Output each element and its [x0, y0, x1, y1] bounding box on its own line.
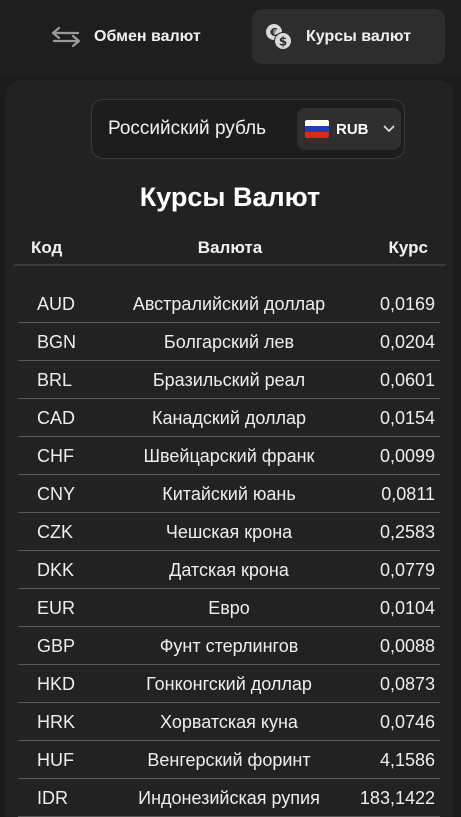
table-row: HUF Венгерский форинт 4,1586 [18, 741, 440, 779]
chevron-down-icon [383, 125, 395, 133]
row-rate: 0,0154 [379, 408, 435, 428]
currency-code: RUB [336, 120, 369, 138]
table-row: HKD Гонконгский доллар 0,0873 [18, 665, 440, 703]
row-currency-name: Датская крона [169, 560, 289, 580]
row-rate: 0,0104 [379, 598, 435, 618]
row-currency-name: Бразильский реал [152, 370, 306, 390]
header-currency: Валюта [197, 238, 263, 257]
row-currency-name: Чешская крона [165, 522, 293, 542]
row-code: HKD [37, 674, 76, 694]
header-code: Код [31, 238, 63, 257]
tab-exchange-rates[interactable]: € $ Курсы валют [252, 9, 445, 64]
top-navigation: Обмен валют € $ Курсы валют [0, 0, 461, 74]
row-rate: 0,2583 [379, 522, 435, 542]
row-rate: 183,1422 [359, 788, 435, 808]
row-code: CZK [37, 522, 73, 542]
tab-rates-label: Курсы валют [306, 27, 412, 45]
row-rate: 4,1586 [379, 750, 435, 770]
table-row: HRK Хорватская куна 0,0746 [18, 703, 440, 741]
row-code: CHF [37, 446, 74, 466]
svg-text:$: $ [279, 34, 287, 48]
row-rate: 0,0169 [379, 294, 435, 314]
table-row: EUR Евро 0,0104 [18, 589, 440, 627]
row-currency-name: Китайский юань [162, 484, 296, 504]
table-row: CZK Чешская крона 0,2583 [18, 513, 440, 551]
row-currency-name: Евро [208, 598, 250, 618]
row-rate: 0,0088 [379, 636, 435, 656]
row-rate: 0,0746 [379, 712, 435, 732]
tab-currency-exchange[interactable]: Обмен валют [50, 20, 201, 54]
row-rate: 0,0099 [379, 446, 435, 466]
row-currency-name: Индонезийская рупия [138, 788, 320, 808]
base-currency-selector: Российский рубль RUB [91, 99, 405, 159]
currency-dropdown[interactable]: RUB [297, 108, 401, 150]
row-code: AUD [37, 294, 76, 314]
row-currency-name: Болгарский лев [163, 332, 295, 352]
table-header: Код Валюта Курс [14, 230, 446, 266]
row-code: HRK [37, 712, 76, 732]
page-title: Курсы Валют [139, 182, 321, 212]
table-row: CAD Канадский доллар 0,0154 [18, 399, 440, 437]
row-code: DKK [37, 560, 75, 580]
rates-table-body: AUD Австралийский доллар 0,0169 BGN Болгарск… [18, 285, 440, 817]
table-row: GBP Фунт стерлингов 0,0088 [18, 627, 440, 665]
table-row: BGN Болгарский лев 0,0204 [18, 323, 440, 361]
row-currency-name: Канадский доллар [151, 408, 307, 428]
row-rate: 0,0811 [381, 484, 435, 504]
row-currency-name: Венгерский форинт [147, 750, 311, 770]
row-currency-name: Швейцарский франк [143, 446, 315, 466]
row-rate: 0,0204 [379, 332, 435, 352]
tab-exchange-label: Обмен валют [94, 28, 201, 45]
rates-panel: Российский рубль RUB Курсы Валют Код Вал… [6, 80, 454, 817]
row-code: GBP [37, 636, 76, 656]
row-currency-name: Фунт стерлингов [159, 636, 299, 656]
row-currency-name: Гонконгский доллар [146, 674, 312, 694]
row-rate: 0,0779 [379, 560, 435, 580]
row-code: EUR [37, 598, 76, 618]
table-row: BRL Бразильский реал 0,0601 [18, 361, 440, 399]
row-currency-name: Австралийский доллар [132, 294, 326, 314]
russia-flag-icon [305, 120, 329, 138]
row-code: IDR [37, 788, 68, 808]
row-rate: 0,0601 [379, 370, 435, 390]
header-rate: Курс [388, 238, 428, 257]
table-row: CHF Швейцарский франк 0,0099 [18, 437, 440, 475]
table-row: CNY Китайский юань 0,0811 [18, 475, 440, 513]
base-currency-name: Российский рубль [108, 118, 267, 139]
row-code: BRL [37, 370, 73, 390]
row-code: BGN [37, 332, 77, 352]
row-currency-name: Хорватская куна [160, 712, 298, 732]
swap-arrows-icon [50, 26, 82, 48]
svg-text:€: € [269, 26, 278, 39]
row-rate: 0,0873 [379, 674, 435, 694]
row-code: HUF [37, 750, 74, 770]
table-row: DKK Датская крона 0,0779 [18, 551, 440, 589]
currency-coins-icon: € $ [264, 22, 294, 52]
row-code: CNY [37, 484, 76, 504]
table-row: AUD Австралийский доллар 0,0169 [18, 285, 440, 323]
table-row: IDR Индонезийская рупия 183,1422 [18, 779, 440, 817]
row-code: CAD [37, 408, 76, 428]
